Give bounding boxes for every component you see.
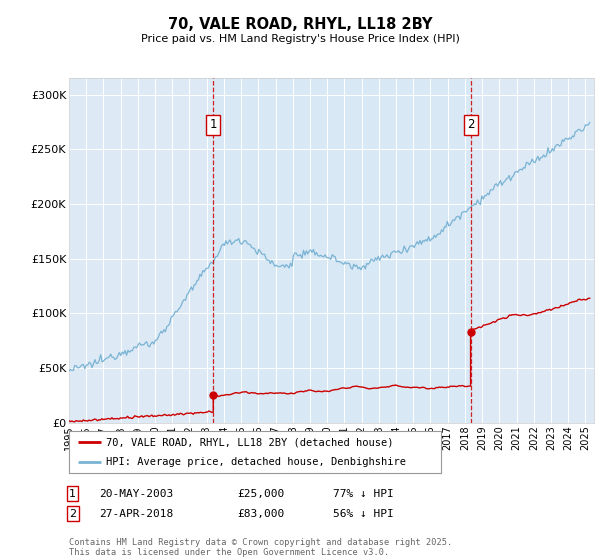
- Text: 1: 1: [209, 118, 217, 132]
- Text: 77% ↓ HPI: 77% ↓ HPI: [333, 489, 394, 499]
- Bar: [213, 78, 470, 423]
- Text: HPI: Average price, detached house, Denbighshire: HPI: Average price, detached house, Denb…: [106, 457, 406, 466]
- Text: 27-APR-2018: 27-APR-2018: [99, 508, 173, 519]
- Text: 56% ↓ HPI: 56% ↓ HPI: [333, 508, 394, 519]
- Text: Price paid vs. HM Land Registry's House Price Index (HPI): Price paid vs. HM Land Registry's House …: [140, 34, 460, 44]
- Text: 1: 1: [69, 489, 76, 499]
- Text: £25,000: £25,000: [237, 489, 284, 499]
- Text: Contains HM Land Registry data © Crown copyright and database right 2025.
This d: Contains HM Land Registry data © Crown c…: [69, 538, 452, 557]
- Text: £83,000: £83,000: [237, 508, 284, 519]
- Text: 70, VALE ROAD, RHYL, LL18 2BY: 70, VALE ROAD, RHYL, LL18 2BY: [168, 17, 432, 32]
- Text: 2: 2: [69, 508, 76, 519]
- Text: 2: 2: [467, 118, 475, 132]
- Text: 20-MAY-2003: 20-MAY-2003: [99, 489, 173, 499]
- Text: 70, VALE ROAD, RHYL, LL18 2BY (detached house): 70, VALE ROAD, RHYL, LL18 2BY (detached …: [106, 437, 394, 447]
